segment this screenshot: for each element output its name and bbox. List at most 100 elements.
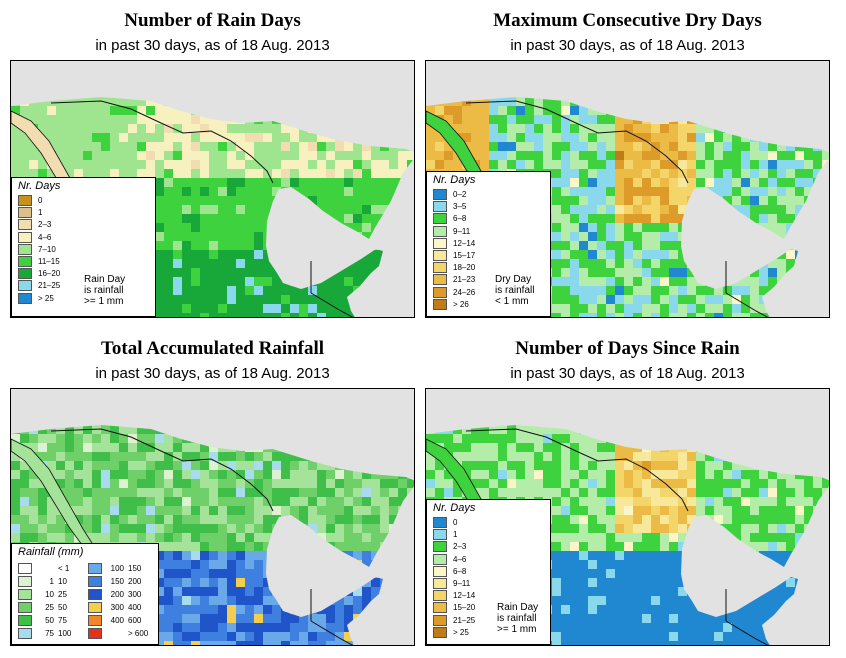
country-border xyxy=(50,428,274,512)
legend-from: 1 xyxy=(49,577,54,586)
legend-title: Nr. Days xyxy=(433,174,476,186)
legend-from: 25 xyxy=(45,603,54,612)
legend-label: > 600 xyxy=(128,629,149,638)
country-border xyxy=(725,589,769,645)
legend-swatch xyxy=(18,207,32,219)
legend-swatch xyxy=(433,274,447,286)
legend-note: Dry Day is rainfall < 1 mm xyxy=(495,274,534,307)
legend-label: 9–11 xyxy=(453,226,471,236)
legend-label: > 26 xyxy=(453,299,469,309)
legend-entry: 0 xyxy=(433,517,457,528)
panel-rain-days: Number of Rain Days in past 30 days, as … xyxy=(10,0,415,318)
legend-swatch xyxy=(18,268,32,280)
legend-entry: 11–15 xyxy=(18,256,60,267)
legend-label: 0–2 xyxy=(453,190,467,199)
legend-label: 15–20 xyxy=(453,603,476,613)
map-dry-days: Nr. Days 0–2 3–5 6–8 9–11 12–14 15–17 18–20 21–… xyxy=(425,60,830,318)
legend-swatch xyxy=(88,576,102,587)
panel-title: Total Accumulated Rainfall xyxy=(100,338,325,359)
legend-label: 10 xyxy=(58,577,67,586)
legend-entry: 300 400 xyxy=(88,602,141,613)
legend-swatch xyxy=(18,576,32,587)
legend-label: 50 xyxy=(58,603,67,612)
legend-entry: 0 xyxy=(18,195,42,206)
legend-swatch xyxy=(433,626,447,638)
panel-total-rain: Total Accumulated Rainfall in past 30 da… xyxy=(10,328,415,646)
note-line: is rainfall xyxy=(84,285,124,296)
legend-label: < 1 xyxy=(58,564,70,573)
legend-swatch xyxy=(433,565,447,577)
legend-swatch xyxy=(18,256,32,267)
panel-title: Maximum Consecutive Dry Days xyxy=(493,10,762,31)
legend-entry: 18–20 xyxy=(433,262,476,274)
legend: Nr. Days 0 1 2–3 4–6 6–8 9–11 12–14 15–20 21–25 >… xyxy=(426,499,551,645)
legend-swatch xyxy=(18,292,32,304)
legend-entry: 0–2 xyxy=(433,189,466,200)
legend-from: 10 xyxy=(45,590,54,599)
legend-swatch xyxy=(18,589,32,600)
ocean-area xyxy=(11,389,414,481)
panel-dry-days: Maximum Consecutive Dry Days in past 30 … xyxy=(425,0,830,318)
note-line: Rain Day xyxy=(84,274,126,285)
legend-entry: 25 50 xyxy=(18,602,67,613)
panel-since-rain: Number of Days Since Rain in past 30 day… xyxy=(425,328,830,646)
legend-swatch xyxy=(433,201,447,213)
legend-entry: 21–25 xyxy=(433,614,476,626)
panel-title: Number of Days Since Rain xyxy=(515,338,740,359)
legend-label: 12–14 xyxy=(453,238,476,248)
legend-entry: 2–3 xyxy=(433,541,466,553)
note-line: >= 1 mm xyxy=(84,296,124,307)
legend-title: Rainfall (mm) xyxy=(18,546,84,558)
legend-label: 150 xyxy=(128,564,142,573)
legend-entry: 200 300 xyxy=(88,589,141,600)
legend-label: 21–23 xyxy=(453,275,476,285)
map-svg xyxy=(11,61,414,317)
map-since-rain: Nr. Days 0 1 2–3 4–6 6–8 9–11 12–14 15–20 21–25 >… xyxy=(425,388,830,646)
legend-entry: 400 600 xyxy=(88,615,141,626)
legend-entry: > 26 xyxy=(433,298,469,310)
legend-entry: 1 xyxy=(433,529,457,541)
legend-swatch xyxy=(433,286,447,298)
legend-swatch xyxy=(18,243,32,255)
legend-swatch xyxy=(433,298,447,310)
legend-entry: 50 75 xyxy=(18,615,67,626)
legend: Rainfall (mm) < 1 1 10 10 25 25 50 50 75 75 100 10… xyxy=(11,543,159,645)
legend-swatch xyxy=(433,541,447,553)
legend-label: 18–20 xyxy=(453,263,476,273)
note-line: Dry Day xyxy=(495,274,532,285)
legend-swatch xyxy=(433,250,447,261)
legend-swatch xyxy=(88,589,102,600)
legend-label: 2–3 xyxy=(38,220,52,230)
map-rain-days: Nr. Days 0 1 2–3 4–6 7–10 11–15 16–20 21–25 > 25… xyxy=(10,60,415,318)
legend-swatch xyxy=(88,628,102,639)
legend-entry: 1 xyxy=(18,207,42,219)
legend-label: 300 xyxy=(128,590,142,599)
legend-entry: 15–20 xyxy=(433,602,476,614)
legend-swatch xyxy=(433,578,447,589)
legend-label: > 25 xyxy=(453,627,469,637)
legend-label: > 25 xyxy=(38,293,54,303)
country-border xyxy=(725,261,769,317)
legend-label: 3–5 xyxy=(453,202,467,212)
legend-label: 21–25 xyxy=(38,281,61,291)
panel-subtitle: in past 30 days, as of 18 Aug. 2013 xyxy=(95,37,330,54)
legend-label: 0 xyxy=(38,196,43,205)
legend-label: 11–15 xyxy=(38,257,60,266)
legend-entry: < 1 xyxy=(18,563,69,574)
legend-entry: 3–5 xyxy=(433,201,467,213)
legend-swatch xyxy=(433,213,447,225)
legend-swatch xyxy=(88,563,102,574)
legend-entry: 75 100 xyxy=(18,628,71,639)
country-border xyxy=(50,100,274,184)
legend-swatch xyxy=(433,590,447,602)
legend-swatch xyxy=(433,602,447,614)
legend-swatch xyxy=(433,225,447,237)
country-border xyxy=(310,589,354,645)
panel-subtitle: in past 30 days, as of 18 Aug. 2013 xyxy=(510,365,745,382)
legend-swatch xyxy=(433,529,447,541)
legend-entry: 4–6 xyxy=(18,231,51,243)
legend-note: Rain Day is rainfall >= 1 mm xyxy=(497,602,538,635)
legend-label: 21–25 xyxy=(453,615,476,625)
legend-from: 400 xyxy=(110,616,124,625)
note-line: is rainfall xyxy=(495,285,535,296)
